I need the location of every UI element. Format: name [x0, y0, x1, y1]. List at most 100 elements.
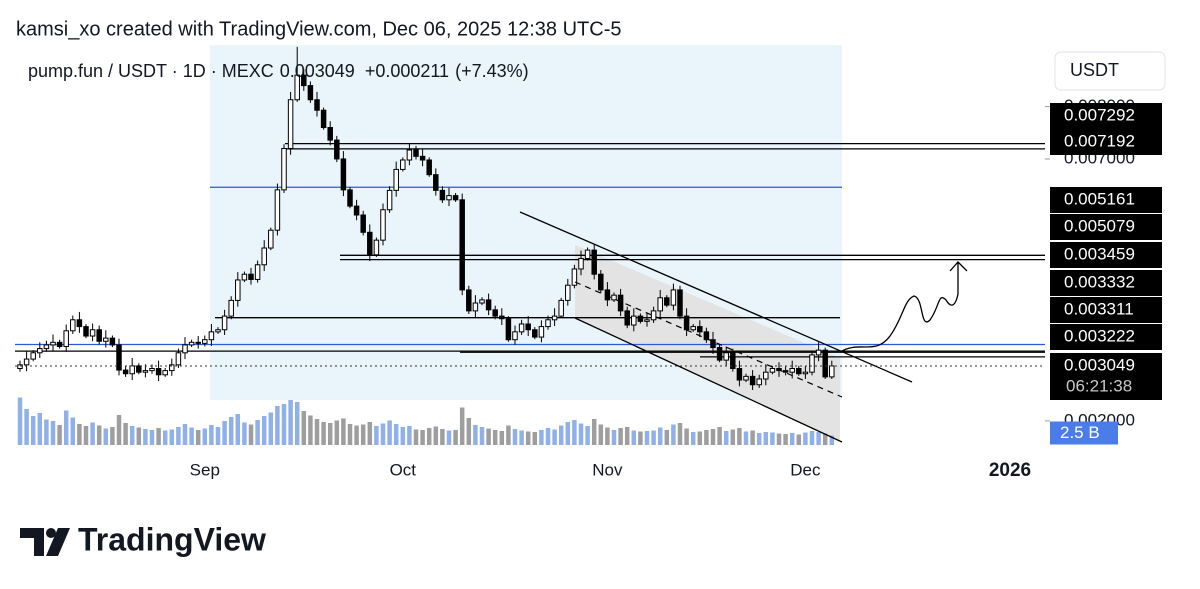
candle-body: [334, 139, 340, 160]
candle-body: [472, 302, 479, 312]
candle-body: [624, 310, 630, 326]
volume-bar: [255, 420, 260, 445]
channel-mid: [574, 281, 843, 398]
currency-box[interactable]: [1054, 51, 1166, 91]
candle-body: [287, 99, 294, 149]
candle-body: [769, 368, 776, 373]
volume-bar: [209, 425, 214, 445]
candle-body: [307, 85, 314, 101]
volume-bar: [822, 433, 828, 445]
volume-bar: [730, 429, 736, 445]
level-label: 0.003332: [1064, 272, 1135, 291]
volume-bar: [143, 429, 148, 445]
level-label: 0.007192: [1064, 131, 1135, 150]
volume-bar: [393, 424, 399, 445]
symbol-title: pump.fun / USDT · 1D · MEXC: [28, 61, 274, 81]
volume-bar: [512, 429, 518, 445]
level-label-box: [1050, 270, 1162, 296]
candle-body: [749, 375, 756, 386]
candle-body: [17, 364, 23, 370]
candle-body: [268, 229, 274, 249]
candle-body: [175, 352, 182, 366]
volume-bar: [631, 430, 637, 445]
candle-body: [545, 319, 551, 328]
candle-body: [499, 315, 505, 320]
volume-bar: [50, 421, 56, 445]
candle-body: [584, 249, 591, 259]
candle-body: [274, 189, 281, 231]
x-tick-label: Sep: [190, 460, 220, 479]
level-label: 0.005161: [1064, 189, 1135, 208]
candle-body: [571, 268, 578, 286]
candle-body: [155, 368, 162, 376]
volume-bar: [677, 423, 683, 445]
candle-body: [43, 344, 50, 350]
volume-label-box: [1050, 421, 1118, 445]
candle-body: [301, 74, 307, 87]
candle-body: [683, 315, 690, 331]
candle-body: [235, 279, 241, 301]
volume-bar: [44, 419, 49, 445]
candle-body: [670, 289, 677, 306]
candle-body: [446, 195, 452, 201]
volume-bar: [466, 418, 472, 445]
volume-bar: [413, 429, 419, 445]
volume-bar: [644, 431, 650, 445]
candle-body: [723, 352, 729, 361]
volume-bar: [314, 419, 320, 445]
volume-bar: [598, 424, 604, 445]
volume-bar: [605, 427, 610, 445]
volume-bar: [182, 424, 188, 445]
volume-bar: [301, 411, 307, 445]
volume-bar: [552, 429, 557, 445]
x-tick-label: Dec: [790, 460, 821, 479]
volume-bar: [486, 428, 491, 445]
volume-bar: [506, 425, 511, 445]
volume-bar: [83, 426, 89, 445]
volume-bar: [354, 425, 359, 445]
change: +0.000211: [365, 61, 449, 81]
volume-bar: [545, 428, 551, 445]
candle-body: [532, 329, 538, 338]
volume-bar: [525, 431, 531, 445]
volume-bar: [690, 432, 696, 445]
level-label: 0.003311: [1064, 299, 1134, 318]
volume-bar: [539, 430, 544, 445]
volume-bar: [591, 419, 597, 445]
candle-body: [756, 378, 762, 386]
volume-bar: [723, 431, 729, 445]
candle-body: [89, 329, 96, 337]
volume-bar: [618, 428, 623, 445]
legend: pump.fun / USDT · 1D · MEXC 0.003049 +0.00…: [28, 61, 529, 81]
candle-body: [664, 297, 670, 306]
volume-bar: [176, 427, 181, 445]
candle-body: [23, 358, 30, 366]
candle-body: [188, 341, 195, 346]
candle-body: [815, 349, 822, 356]
level-label: 0.003222: [1064, 326, 1135, 345]
candle-body: [466, 289, 472, 312]
candle-body: [380, 209, 386, 241]
volume-bar: [796, 434, 802, 445]
volume-bar: [829, 435, 835, 445]
level-label-box: [1050, 242, 1162, 268]
volume-bar: [671, 424, 676, 445]
volume-bar: [96, 425, 102, 445]
volume-bar: [750, 430, 755, 445]
last-price-label: 0.003049: [1064, 355, 1135, 374]
volume-bar: [37, 413, 43, 445]
volume-bar: [453, 430, 458, 445]
volume-bar: [242, 422, 247, 445]
candle-body: [578, 257, 584, 270]
candle-body: [109, 337, 116, 346]
volume-bar: [380, 423, 386, 445]
candle-body: [644, 319, 650, 322]
candle-body: [353, 205, 360, 216]
candle-body: [327, 127, 333, 141]
volume-bar: [789, 433, 795, 445]
volume-bar: [638, 431, 643, 445]
volume-bar: [473, 425, 478, 445]
volume-bar: [611, 430, 617, 445]
candle-body: [518, 323, 525, 333]
